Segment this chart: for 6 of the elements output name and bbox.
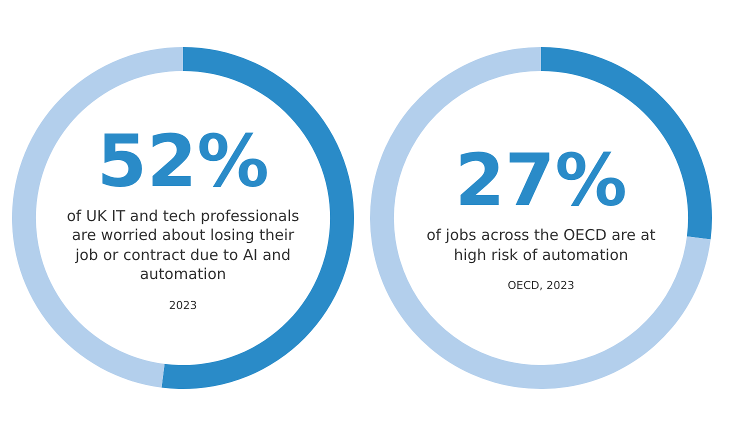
text: of jobs across the OECD are at high risk of automation (425, 226, 657, 265)
data-label: 27% (454, 138, 628, 222)
text: of UK IT and tech professionals are worried about losing their job or contract due to AI and automation (66, 206, 300, 284)
data-label: 52% (96, 118, 270, 202)
text: OECD, 2023 (508, 279, 574, 292)
text: 2023 (169, 298, 197, 312)
